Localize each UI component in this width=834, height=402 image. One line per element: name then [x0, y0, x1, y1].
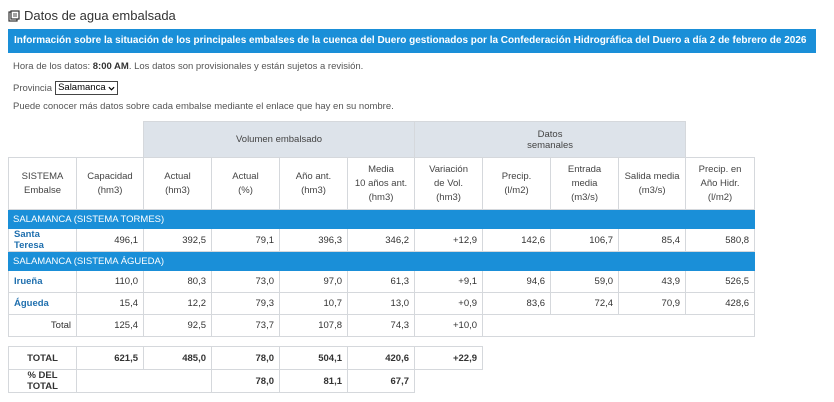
group-volumen: Volumen embalsado	[142, 121, 416, 158]
group-header-row: Volumen embalsado Datos semanales	[9, 121, 755, 158]
table-cell: 392,5	[143, 228, 212, 252]
table-cell: 80,3	[143, 270, 212, 293]
table-cell: 420,6	[347, 346, 415, 370]
table-cell: 72,4	[550, 292, 620, 315]
table-cell: 106,7	[550, 228, 620, 252]
table-cell: 83,6	[482, 292, 552, 315]
table-cell: 78,0	[211, 369, 280, 393]
province-label: Provincia	[13, 82, 53, 94]
group-datos-semanales: Datos semanales	[414, 121, 687, 158]
table-cell: 504,1	[279, 346, 348, 370]
province-filter: Provincia Salamanca	[13, 81, 118, 95]
table-cell: 428,6	[685, 292, 756, 315]
table-cell: 97,0	[279, 270, 348, 293]
table-cell: 67,7	[347, 369, 415, 393]
section-title: SALAMANCA (SISTEMA TORMES)	[7, 209, 756, 229]
section-header-row: SALAMANCA (SISTEMA ÁGUEDA)	[7, 251, 756, 271]
table-cell: 73,0	[211, 270, 280, 293]
table-cell: 70,9	[618, 292, 687, 315]
table-cell: 81,1	[279, 369, 348, 393]
percent-total-row: % DEL TOTAL 78,0 81,1 67,7	[8, 369, 755, 393]
table-cell: 526,5	[685, 270, 756, 293]
grand-total-row: TOTAL 621,5 485,0 78,0 504,1 420,6 +22,9	[8, 346, 755, 370]
table-cell: 621,5	[76, 346, 144, 370]
data-time: 8:00 AM	[92, 61, 129, 72]
table-cell: 79,1	[211, 228, 280, 252]
reservoir-link[interactable]: Águeda	[8, 292, 77, 315]
column-header: SISTEMA Embalse	[8, 157, 77, 210]
table-cell: 43,9	[618, 270, 687, 293]
section-total-row: Total 125,4 92,5 73,7 107,8 74,3 +10,0	[8, 314, 756, 337]
table-cell: 396,3	[279, 228, 348, 252]
table-cell: 125,4	[76, 314, 144, 337]
hint-text: Puede conocer más datos sobre cada embal…	[13, 101, 394, 112]
info-banner: Información sobre la situación de los pr…	[8, 29, 816, 53]
table-cell: 59,0	[550, 270, 620, 293]
table-cell: 107,8	[279, 314, 348, 337]
table-cell: 85,4	[618, 228, 687, 252]
table-cell: 92,5	[143, 314, 212, 337]
reservoir-link[interactable]: Irueña	[8, 270, 77, 293]
table-cell: 110,0	[76, 270, 144, 293]
table-cell: 79,3	[211, 292, 280, 315]
table-cell: 580,8	[685, 228, 756, 252]
province-select[interactable]: Salamanca	[55, 81, 118, 95]
column-header: Precip. (l/m2)	[482, 157, 552, 210]
page-title: Datos de agua embalsada	[24, 8, 176, 23]
totals-table: TOTAL 621,5 485,0 78,0 504,1 420,6 +22,9% DEL …	[8, 346, 755, 393]
column-header: Entrada media (m3/s)	[550, 157, 620, 210]
table-cell: +0,9	[414, 292, 484, 315]
table-cell: 496,1	[76, 228, 144, 252]
table-row: Irueña 110,0 80,3 73,0 97,0 61,3 +9,1 94,6 59,0 4…	[8, 270, 756, 293]
column-header: Actual (%)	[211, 157, 280, 210]
section-total-label: Total	[8, 314, 77, 337]
section-title: SALAMANCA (SISTEMA ÁGUEDA)	[7, 251, 756, 271]
table-cell: 142,6	[482, 228, 552, 252]
percent-total-label: % DEL TOTAL	[8, 369, 77, 393]
table-cell: 15,4	[76, 292, 144, 315]
page-heading: Datos de agua embalsada	[8, 8, 176, 23]
table-cell: 13,0	[346, 292, 416, 315]
table-cell: +9,1	[414, 270, 484, 293]
table-row: Santa Teresa 496,1 392,5 79,1 396,3 346,2 +12,…	[8, 228, 756, 252]
table-cell: 485,0	[143, 346, 212, 370]
reservoir-table: Volumen embalsado Datos semanales SISTEM…	[7, 121, 756, 337]
column-header: Actual (hm3)	[143, 157, 212, 210]
column-header: Media 10 años ant. (hm3)	[346, 157, 416, 210]
data-time-note: Hora de los datos: 8:00 AM. Los datos so…	[13, 61, 364, 72]
section-header-row: SALAMANCA (SISTEMA TORMES)	[7, 209, 756, 229]
table-row: Águeda 15,4 12,2 79,3 10,7 13,0 +0,9 83,6 72,4 70…	[8, 292, 756, 315]
table-cell: 12,2	[143, 292, 212, 315]
column-header-row: SISTEMA Embalse Capacidad (hm3) Actual (hm3) A…	[8, 157, 756, 210]
table-cell: +10,0	[414, 314, 484, 337]
column-header: Variación de Vol. (hm3)	[414, 157, 484, 210]
table-cell: 78,0	[211, 346, 280, 370]
table-cell: +12,9	[414, 228, 484, 252]
reservoir-link[interactable]: Santa Teresa	[8, 228, 77, 252]
column-header: Capacidad (hm3)	[76, 157, 144, 210]
table-body: SALAMANCA (SISTEMA TORMES) Santa Teresa 49…	[7, 209, 756, 337]
table-cell: 73,7	[211, 314, 280, 337]
chevron-down-icon	[108, 86, 115, 91]
table-cell: 10,7	[279, 292, 348, 315]
column-header: Salida media (m3/s)	[618, 157, 687, 210]
table-cell: 94,6	[482, 270, 552, 293]
table-cell: 74,3	[346, 314, 416, 337]
table-cell: +22,9	[414, 346, 483, 370]
column-header: Precip. en Año Hidr. (l/m2)	[685, 157, 756, 210]
document-icon	[8, 9, 20, 22]
grand-total-label: TOTAL	[8, 346, 77, 370]
column-header: Año ant. (hm3)	[279, 157, 348, 210]
table-cell: 61,3	[346, 270, 416, 293]
table-cell: 346,2	[346, 228, 416, 252]
